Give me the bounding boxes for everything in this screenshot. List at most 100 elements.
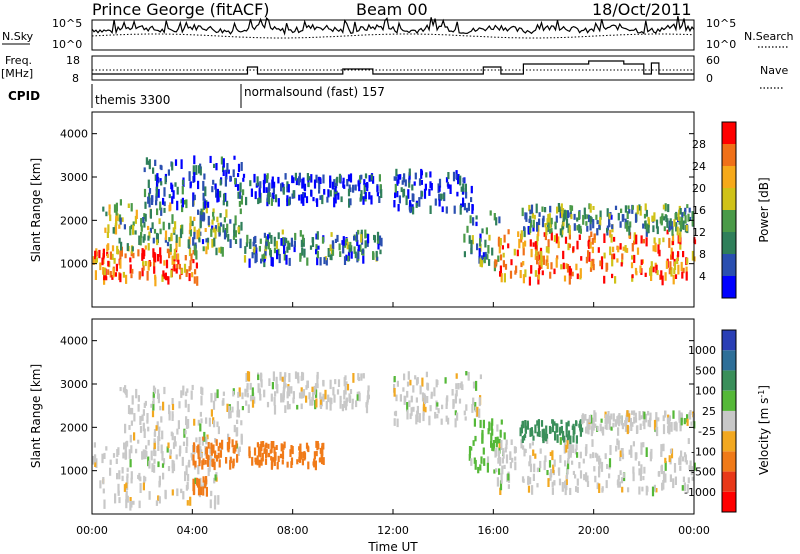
power-cell [262,253,266,259]
power-cell [645,209,648,217]
power-cell [494,259,497,268]
power-cell [413,181,416,186]
velocity-cell [633,410,636,416]
power-cell [470,185,473,194]
velocity-cell [499,457,502,466]
power-cell [276,249,279,260]
power-cell [364,229,367,239]
velocity-cell [647,419,650,427]
velocity-cell [213,461,216,471]
velocity-cell [655,412,658,421]
power-cell [573,223,576,231]
nave-top-tick: 60 [706,54,720,67]
velocity-cell [653,419,657,430]
velocity-cell [596,426,599,431]
velocity-cell [530,427,533,436]
power-cell [346,179,349,187]
velocity-cell [638,461,641,466]
power-cell [589,222,592,231]
power-cell [510,259,513,266]
power-cell [300,194,303,204]
power-cell [215,163,218,171]
velocity-cell [436,414,439,419]
velocity-cell [464,416,467,421]
power-cell [303,185,306,191]
velocity-cell [126,473,129,478]
power-cell [242,177,245,182]
power-cell [166,241,170,247]
velocity-cell [245,400,248,406]
power-cell [115,209,118,216]
velocity-cell [488,421,491,431]
velocity-cell [158,430,161,440]
velocity-cell [591,439,594,447]
power-cell [183,263,187,273]
power-cell [234,215,237,226]
power-cell [303,192,306,198]
power-cell [198,237,201,243]
velocity-cell [660,444,663,454]
velocity-cell [262,441,265,448]
power-cell [130,203,133,212]
velocity-cell [673,422,676,431]
velocity-cell [187,473,190,482]
power-cell [639,265,642,273]
power-cell [557,236,560,244]
power-cell [603,252,606,259]
power-cell [600,260,604,270]
power-cell [103,267,106,276]
velocity-cell [130,501,133,508]
velocity-cell [157,495,160,501]
velocity-cell [197,486,201,496]
power-cell [626,224,629,232]
power-cell [353,246,356,254]
velocity-cell [332,386,335,396]
power-cell [102,206,105,212]
power-cell [306,173,309,181]
power-cell [181,204,184,213]
power-cell [318,180,321,190]
power-cell [205,238,208,243]
power-cell [493,213,496,221]
velocity-cell [630,426,633,431]
power-cell [565,263,568,269]
velocity-cell [171,432,174,441]
velocity-cell [271,457,274,462]
power-cell [564,236,568,244]
velocity-cell [161,451,164,461]
velocity-cell [244,388,247,397]
velocity-cell [620,477,624,484]
velocity-cell [180,488,183,494]
velocity-cell [592,452,595,459]
velocity-cell [532,449,535,456]
colorbar-swatch [722,210,736,232]
power-cell [140,218,143,227]
velocity-cell [393,388,396,397]
velocity-cell [191,384,194,390]
power-cell [153,266,156,274]
velocity-cell [301,458,304,466]
power-cell [682,220,685,230]
velocity-panel [92,371,696,511]
velocity-cell [643,416,646,424]
power-cell [488,234,491,241]
velocity-cell [228,406,231,415]
velocity-cell [532,435,535,441]
velocity-cell [594,452,597,458]
power-cell [672,274,675,285]
power-cell [147,225,150,231]
velocity-cell [163,386,166,395]
power-cell [270,235,273,244]
velocity-cell [334,379,337,385]
velocity-cell [474,459,477,470]
power-cell [151,222,154,230]
power-cell [206,242,209,250]
power-cell [273,247,277,254]
power-cell [657,244,660,254]
power-colorbar-tick: 12 [692,226,706,239]
velocity-cell [583,474,586,481]
velocity-cell [351,403,354,410]
freq-unit: [MHz] [1,67,33,80]
velocity-cell [472,440,475,446]
power-cell [547,246,550,254]
